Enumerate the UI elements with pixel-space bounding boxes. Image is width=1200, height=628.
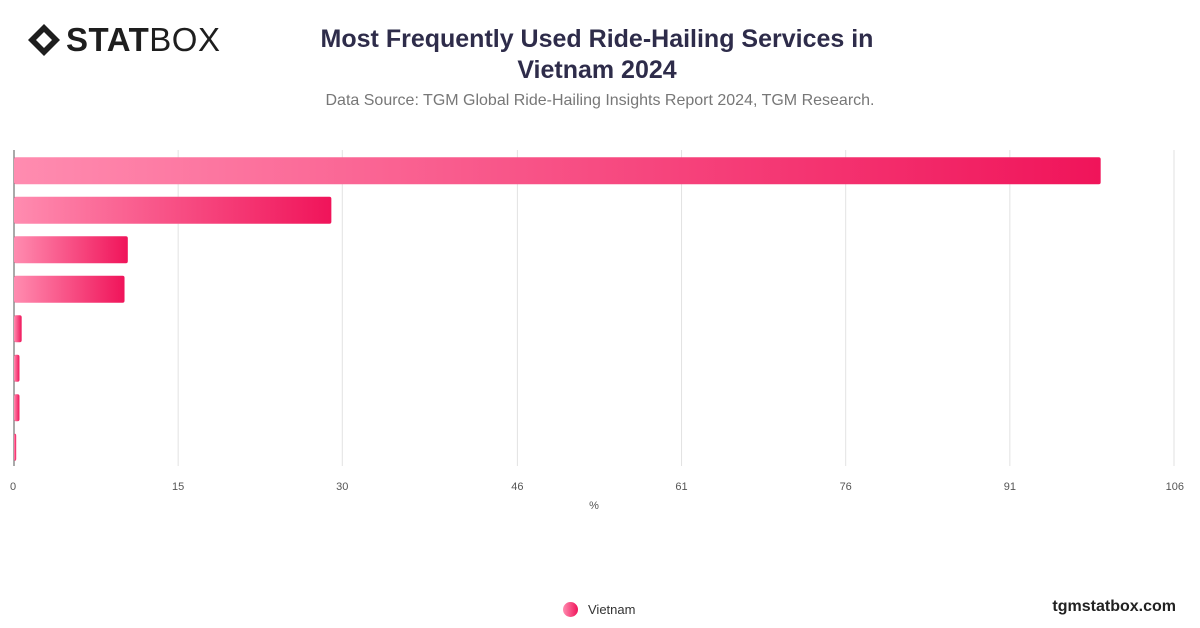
bar[interactable]	[14, 354, 20, 382]
logo-text-bold: STAT	[66, 21, 150, 58]
logo-text-light: BOX	[149, 21, 221, 58]
x-tick-label: 106	[1166, 481, 1184, 493]
bar[interactable]	[14, 236, 128, 264]
x-axis-label: %	[589, 500, 599, 512]
legend-swatch-icon	[563, 602, 578, 617]
x-tick-label: 46	[511, 481, 523, 493]
x-tick-label: 30	[336, 481, 348, 493]
bar[interactable]	[14, 315, 22, 343]
bar[interactable]	[14, 394, 20, 422]
x-tick-label: 15	[172, 481, 184, 493]
bar[interactable]	[14, 433, 17, 461]
chart-subtitle: Data Source: TGM Global Ride-Hailing Ins…	[325, 92, 875, 109]
statbox-logo: STATBOX	[26, 22, 220, 58]
x-tick-label: 0	[10, 481, 16, 493]
bar[interactable]	[14, 275, 125, 303]
footer-site[interactable]: tgmstatbox.com	[1052, 598, 1176, 615]
bar[interactable]	[14, 196, 332, 224]
x-tick-label: 91	[1004, 481, 1016, 493]
chart-title: Most Frequently Used Ride-Hailing Servic…	[320, 25, 874, 84]
x-tick-label: 76	[840, 481, 852, 493]
x-tick-label: 61	[675, 481, 687, 493]
statbox-diamond-icon	[28, 24, 60, 56]
legend[interactable]: Vietnam	[563, 602, 635, 617]
logo-text: STATBOX	[66, 22, 220, 58]
bar[interactable]	[14, 157, 1101, 185]
legend-label-vietnam: Vietnam	[588, 602, 636, 617]
